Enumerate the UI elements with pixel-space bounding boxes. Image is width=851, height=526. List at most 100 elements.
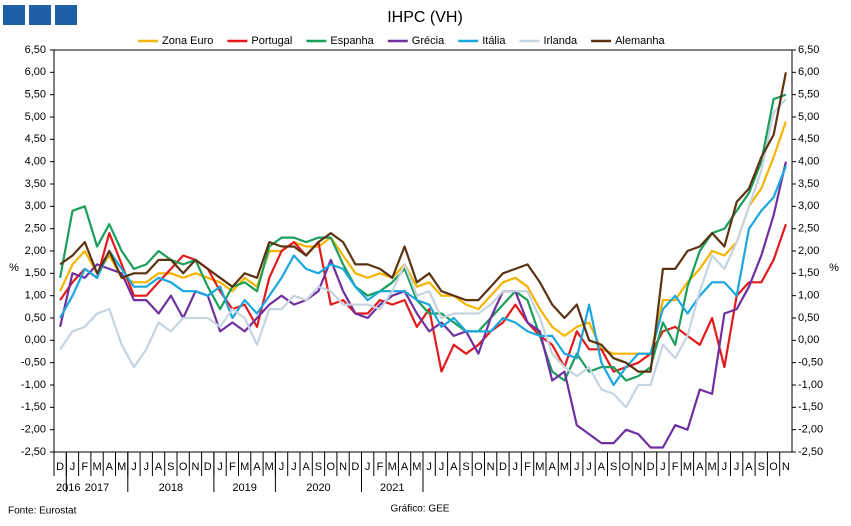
year-label: 2021 [380,482,404,494]
y-tick-label: 5,50 [25,89,46,101]
x-tick-label: A [401,461,409,473]
x-tick-label: A [450,461,458,473]
x-tick-label: A [253,461,261,473]
x-tick-label: J [217,461,223,473]
legend-label: Irlanda [543,35,578,47]
x-tick-label: A [745,461,753,473]
y-tick-label: 2,50 [25,223,46,235]
y2-tick-label: 0,50 [798,312,819,324]
x-tick-label: M [412,461,421,473]
x-tick-label: A [696,461,704,473]
x-tick-label: J [586,461,592,473]
y-tick-label: -1,50 [21,401,46,413]
x-tick-label: O [769,461,778,473]
x-tick-label: J [365,461,371,473]
y2-tick-label: 4,00 [798,156,819,168]
x-tick-label: D [204,461,212,473]
x-tick-label: J [144,461,150,473]
x-tick-label: J [426,461,432,473]
y-tick-label: 4,00 [25,156,46,168]
plot-frame [53,49,793,453]
x-tick-label: M [707,461,716,473]
x-tick-label: M [388,461,397,473]
y-tick-label: 0,00 [25,334,46,346]
x-tick-label: J [574,461,580,473]
y2-tick-label: -0,50 [798,357,823,369]
y2-tick-label: 3,50 [798,178,819,190]
legend-label: Portugal [251,35,292,47]
x-tick-label: M [560,461,569,473]
series-line [59,72,787,373]
x-tick-label: S [315,461,322,473]
legend-label: Zona Euro [162,35,213,47]
x-tick-label: F [377,461,384,473]
x-tick-label: A [598,461,606,473]
credit: Gráfico: GEE [391,504,450,515]
x-tick-label: S [758,461,765,473]
chart-title: IHPC (VH) [387,9,463,26]
x-tick-label: O [326,461,335,473]
source: Fonte: Eurostat [8,506,77,517]
x-tick-label: O [179,461,188,473]
y-tick-label: -2,50 [21,446,46,458]
series-line [59,93,787,382]
y2-tick-label: 4,50 [798,133,819,145]
x-tick-label: J [70,461,76,473]
year-label: 2020 [306,482,330,494]
y-tick-label: 1,00 [25,290,46,302]
y-tick-label: 6,50 [25,44,46,56]
y2-tick-label: 0,00 [798,334,819,346]
x-tick-label: N [191,461,199,473]
x-tick-label: J [291,461,297,473]
y2-tick-label: -1,00 [798,379,823,391]
x-tick-label: O [622,461,631,473]
x-tick-label: D [56,461,64,473]
y2-tick-label: 3,00 [798,200,819,212]
y2-tick-label: -2,50 [798,446,823,458]
x-tick-label: D [647,461,655,473]
x-tick-label: M [92,461,101,473]
legend-label: Itália [482,35,506,47]
series-line [59,121,787,355]
series-line [59,98,787,409]
y-tick-label: 1,50 [25,267,46,279]
x-tick-label: J [734,461,740,473]
x-tick-label: A [548,461,556,473]
x-tick-label: J [131,461,137,473]
x-tick-label: A [106,461,114,473]
x-tick-label: J [513,461,519,473]
x-tick-label: S [167,461,174,473]
y-tick-label: 2,00 [25,245,46,257]
year-label: 2016 [56,482,80,494]
x-tick-label: A [155,461,163,473]
legend-label: Alemanha [615,35,665,47]
y2-axis-label: % [829,262,839,274]
x-tick-label: O [474,461,483,473]
series-line [59,161,787,449]
y-tick-label: 3,00 [25,200,46,212]
y2-tick-label: 6,00 [798,66,819,78]
x-tick-label: J [660,461,666,473]
legend-label: Espanha [330,35,374,47]
y-tick-label: -1,00 [21,379,46,391]
legend-label: Grécia [412,35,445,47]
x-tick-label: M [240,461,249,473]
y-tick-label: 5,00 [25,111,46,123]
y-tick-label: 3,50 [25,178,46,190]
x-tick-label: S [610,461,617,473]
x-tick-label: N [634,461,642,473]
y-tick-label: 0,50 [25,312,46,324]
y2-tick-label: -1,50 [798,401,823,413]
x-tick-label: A [302,461,310,473]
x-tick-label: N [782,461,790,473]
logo-block [55,5,77,25]
y-tick-label: -0,50 [21,357,46,369]
x-tick-label: M [683,461,692,473]
y2-tick-label: 2,50 [798,223,819,235]
x-tick-label: M [535,461,544,473]
y2-tick-label: -2,00 [798,424,823,436]
year-label: 2019 [232,482,256,494]
y2-tick-label: 6,50 [798,44,819,56]
x-tick-label: M [265,461,274,473]
